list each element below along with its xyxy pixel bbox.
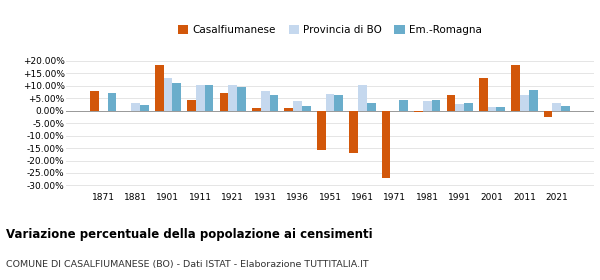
Bar xyxy=(553,103,561,111)
Bar xyxy=(107,93,116,111)
Bar xyxy=(140,104,149,111)
Bar xyxy=(496,107,505,111)
Bar xyxy=(317,111,326,150)
Bar xyxy=(511,65,520,111)
Legend: Casalfiumanese, Provincia di BO, Em.-Romagna: Casalfiumanese, Provincia di BO, Em.-Rom… xyxy=(174,21,486,39)
Bar xyxy=(284,108,293,111)
Bar xyxy=(544,111,553,117)
Bar xyxy=(187,100,196,111)
Bar xyxy=(220,93,229,111)
Bar xyxy=(237,87,246,111)
Bar xyxy=(382,111,391,178)
Bar xyxy=(261,91,269,111)
Bar xyxy=(431,100,440,111)
Bar xyxy=(358,85,367,111)
Bar xyxy=(293,101,302,111)
Bar xyxy=(367,103,376,111)
Bar xyxy=(464,103,473,111)
Bar xyxy=(488,107,496,111)
Bar xyxy=(455,104,464,111)
Bar xyxy=(334,95,343,111)
Bar xyxy=(302,106,311,111)
Bar xyxy=(164,78,172,111)
Bar xyxy=(90,91,99,111)
Bar xyxy=(446,95,455,111)
Bar xyxy=(196,85,205,111)
Bar xyxy=(423,101,431,111)
Bar xyxy=(269,95,278,111)
Bar xyxy=(131,103,140,111)
Bar xyxy=(172,83,181,111)
Bar xyxy=(414,111,423,112)
Bar xyxy=(561,106,570,111)
Bar xyxy=(479,78,488,111)
Text: COMUNE DI CASALFIUMANESE (BO) - Dati ISTAT - Elaborazione TUTTITALIA.IT: COMUNE DI CASALFIUMANESE (BO) - Dati IST… xyxy=(6,260,368,269)
Bar xyxy=(326,94,334,111)
Bar xyxy=(229,85,237,111)
Bar xyxy=(520,95,529,111)
Bar xyxy=(399,100,408,111)
Bar xyxy=(529,90,538,111)
Bar xyxy=(155,65,164,111)
Bar xyxy=(252,108,261,111)
Text: Variazione percentuale della popolazione ai censimenti: Variazione percentuale della popolazione… xyxy=(6,228,373,241)
Bar xyxy=(349,111,358,153)
Bar xyxy=(205,85,214,111)
